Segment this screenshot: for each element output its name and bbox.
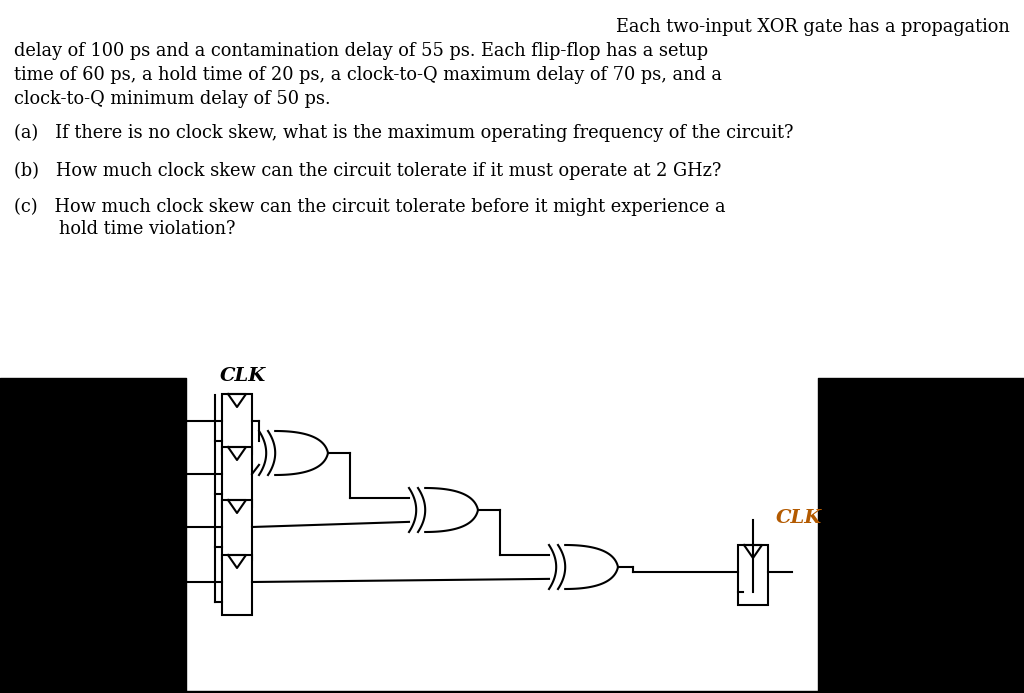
Bar (738, 545, 768, 605)
Text: time of 60 ps, a hold time of 20 ps, a clock-to-Q maximum delay of 70 ps, and a: time of 60 ps, a hold time of 20 ps, a c… (14, 66, 722, 84)
Text: clock-to-Q minimum delay of 50 ps.: clock-to-Q minimum delay of 50 ps. (14, 90, 331, 108)
Text: CLK: CLK (220, 367, 266, 385)
Text: (c)   How much clock skew can the circuit tolerate before it might experience a: (c) How much clock skew can the circuit … (14, 198, 725, 216)
Bar (222, 500, 252, 560)
Text: hold time violation?: hold time violation? (14, 220, 236, 238)
Bar (222, 394, 252, 454)
Bar (222, 447, 252, 507)
Bar (222, 555, 252, 615)
Text: (a)   If there is no clock skew, what is the maximum operating frequency of the : (a) If there is no clock skew, what is t… (14, 124, 794, 142)
Text: delay of 100 ps and a contamination delay of 55 ps. Each flip-flop has a setup: delay of 100 ps and a contamination dela… (14, 42, 709, 60)
Text: CLK: CLK (776, 509, 822, 527)
Text: (b)   How much clock skew can the circuit tolerate if it must operate at 2 GHz?: (b) How much clock skew can the circuit … (14, 162, 721, 180)
Text: Each two-input XOR gate has a propagation: Each two-input XOR gate has a propagatio… (616, 18, 1010, 36)
